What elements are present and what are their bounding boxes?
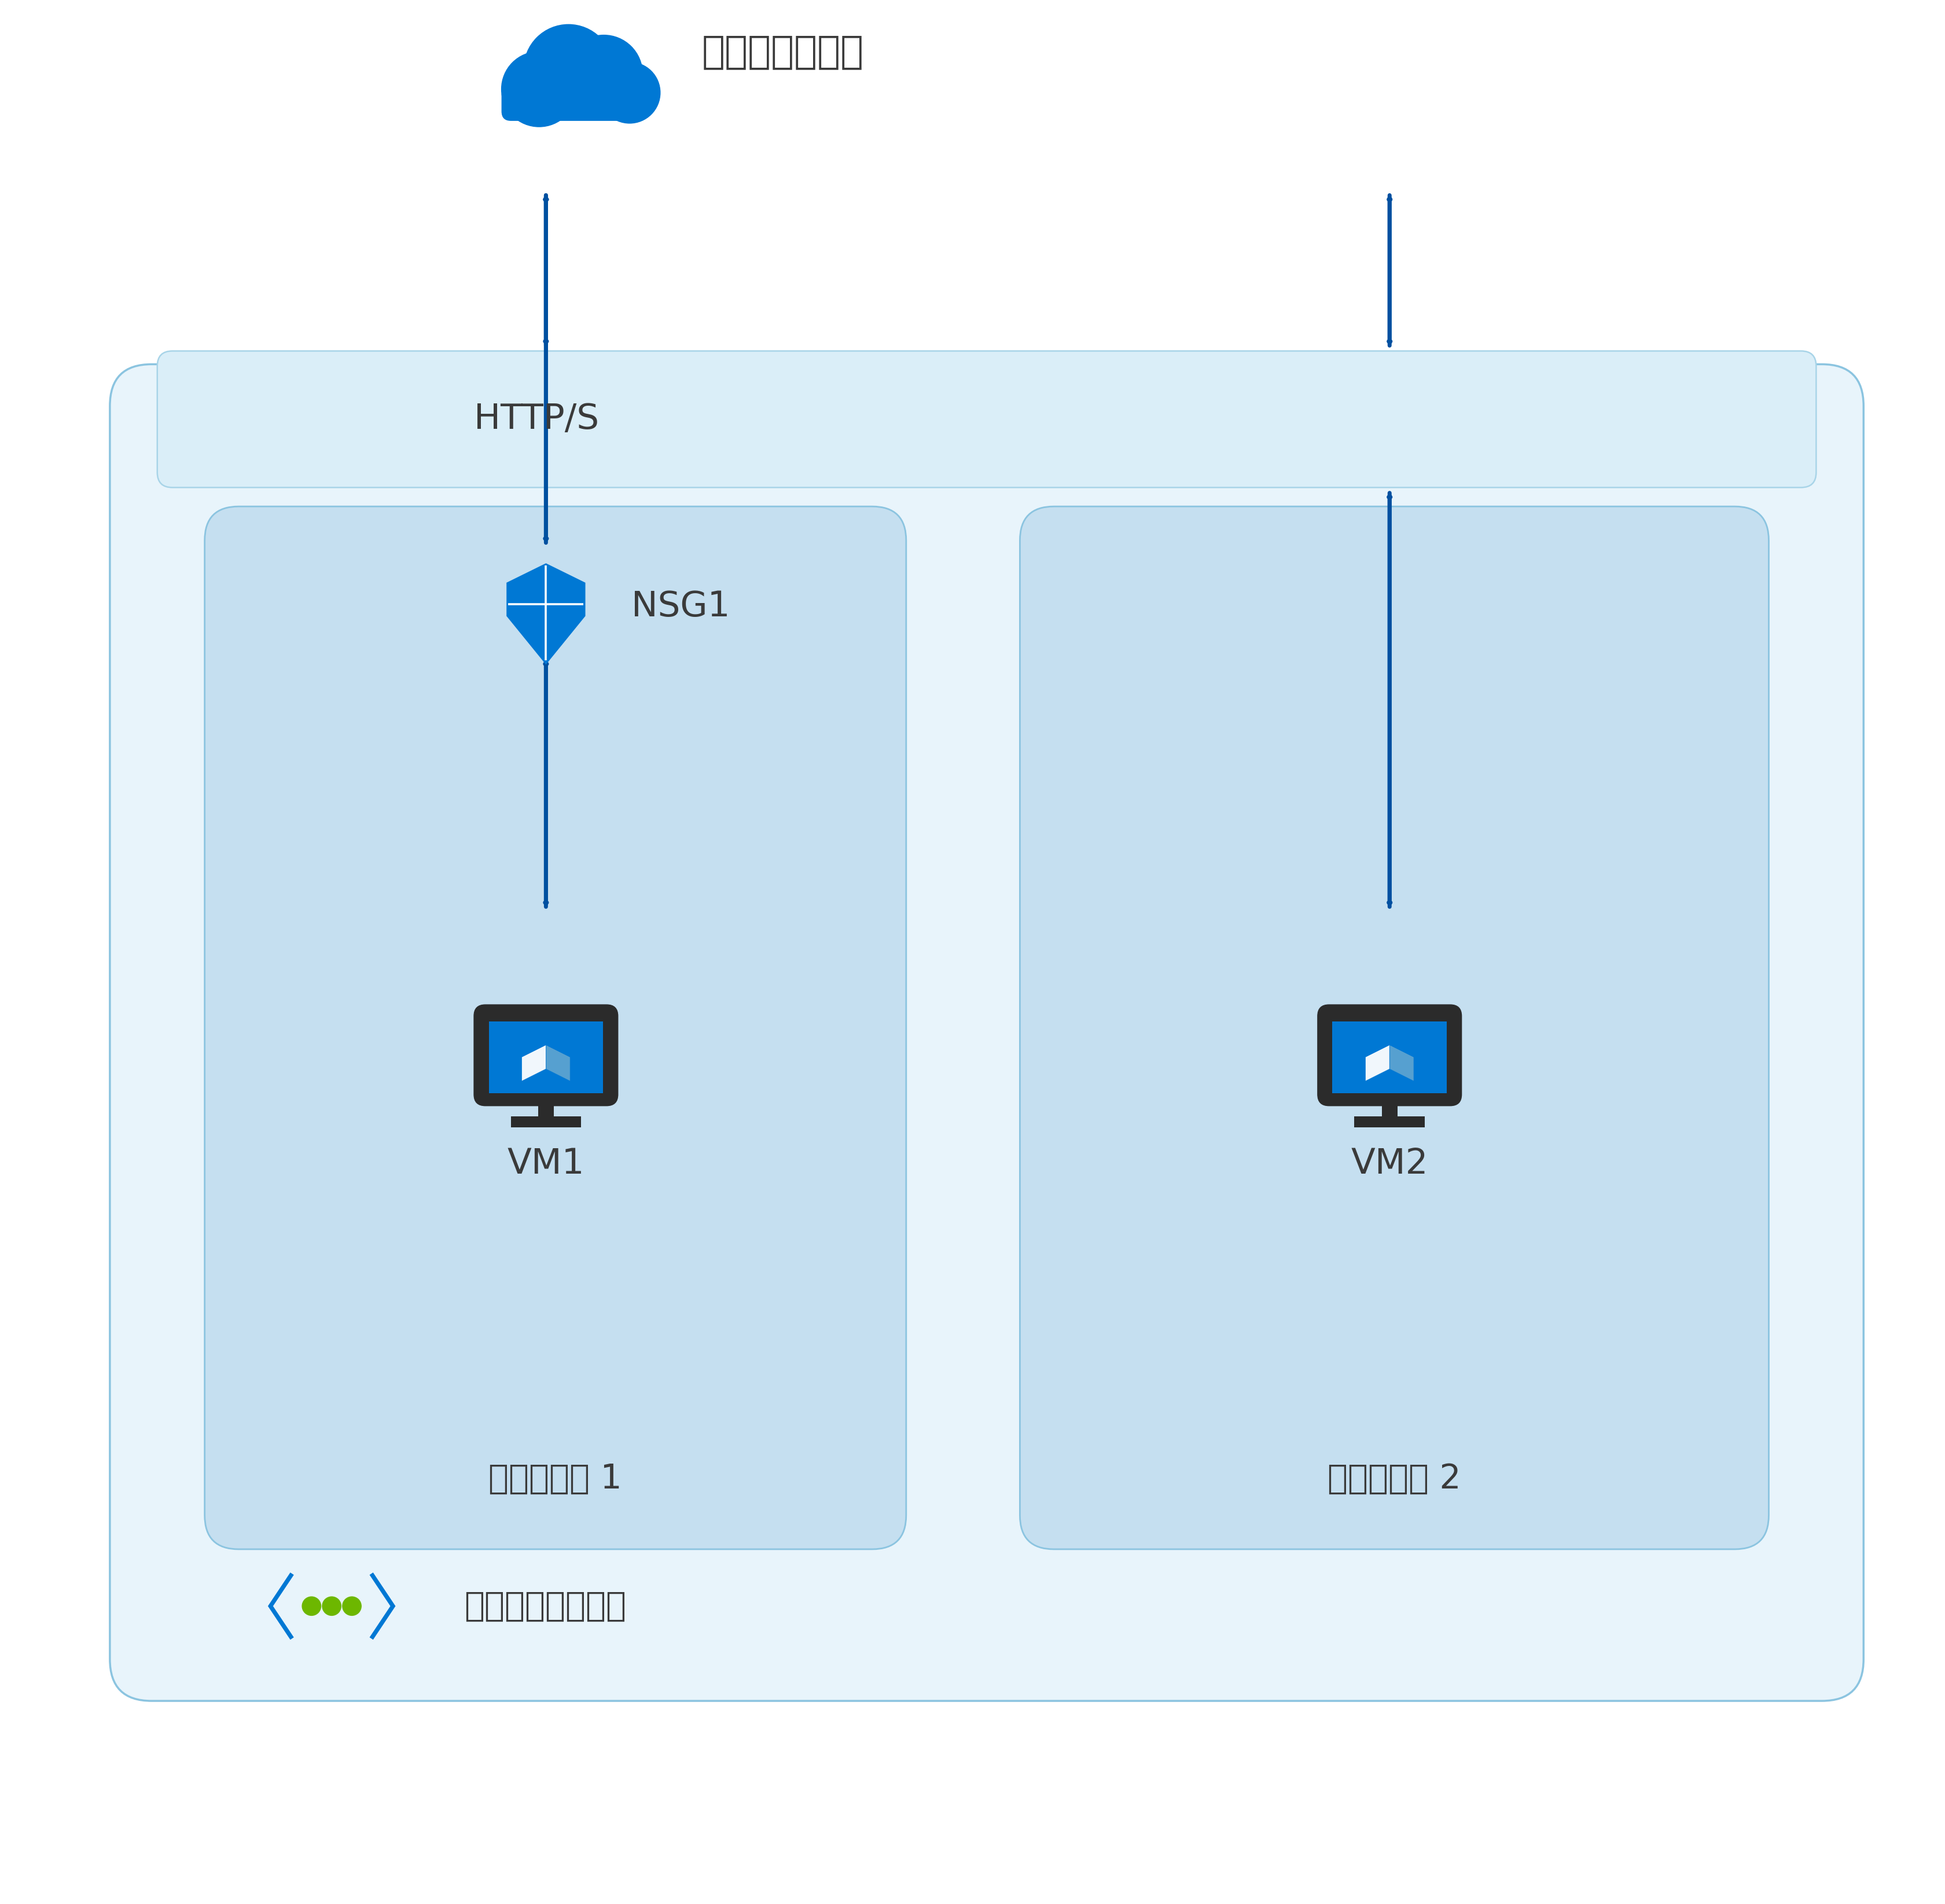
Text: サブネット 1: サブネット 1 [488, 1462, 622, 1495]
FancyBboxPatch shape [158, 350, 1817, 487]
Polygon shape [1365, 1045, 1389, 1081]
FancyBboxPatch shape [502, 86, 648, 120]
Bar [1332, 1022, 1447, 1093]
FancyBboxPatch shape [1019, 506, 1768, 1550]
Polygon shape [521, 1045, 570, 1057]
Bar [1381, 1099, 1397, 1121]
Circle shape [323, 1597, 340, 1615]
Circle shape [342, 1597, 362, 1615]
Text: HTTP/S: HTTP/S [475, 402, 599, 436]
Bar [1354, 1116, 1426, 1127]
Circle shape [502, 51, 578, 128]
Text: NSG1: NSG1 [632, 590, 729, 625]
Bar [539, 1099, 554, 1121]
Bar [488, 1022, 603, 1093]
Circle shape [564, 34, 642, 112]
FancyBboxPatch shape [1317, 1005, 1461, 1106]
FancyBboxPatch shape [204, 506, 906, 1550]
Text: 仮想ネットワーク: 仮想ネットワーク [465, 1590, 626, 1622]
Circle shape [523, 25, 613, 114]
Circle shape [599, 63, 659, 124]
FancyBboxPatch shape [109, 364, 1863, 1700]
Text: サブネット 2: サブネット 2 [1328, 1462, 1461, 1495]
Text: VM2: VM2 [1352, 1148, 1428, 1180]
Text: インターネット: インターネット [702, 32, 864, 70]
Text: VM1: VM1 [508, 1148, 585, 1180]
Circle shape [301, 1597, 321, 1615]
Polygon shape [1389, 1045, 1414, 1081]
Polygon shape [521, 1045, 547, 1081]
Polygon shape [1365, 1045, 1414, 1057]
Bar [512, 1116, 582, 1127]
FancyBboxPatch shape [475, 1005, 619, 1106]
PathPatch shape [506, 564, 585, 664]
Polygon shape [547, 1045, 570, 1081]
